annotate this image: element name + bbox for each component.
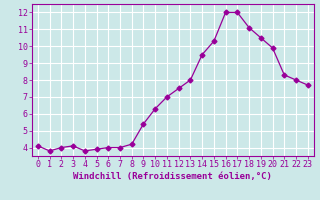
X-axis label: Windchill (Refroidissement éolien,°C): Windchill (Refroidissement éolien,°C)	[73, 172, 272, 181]
